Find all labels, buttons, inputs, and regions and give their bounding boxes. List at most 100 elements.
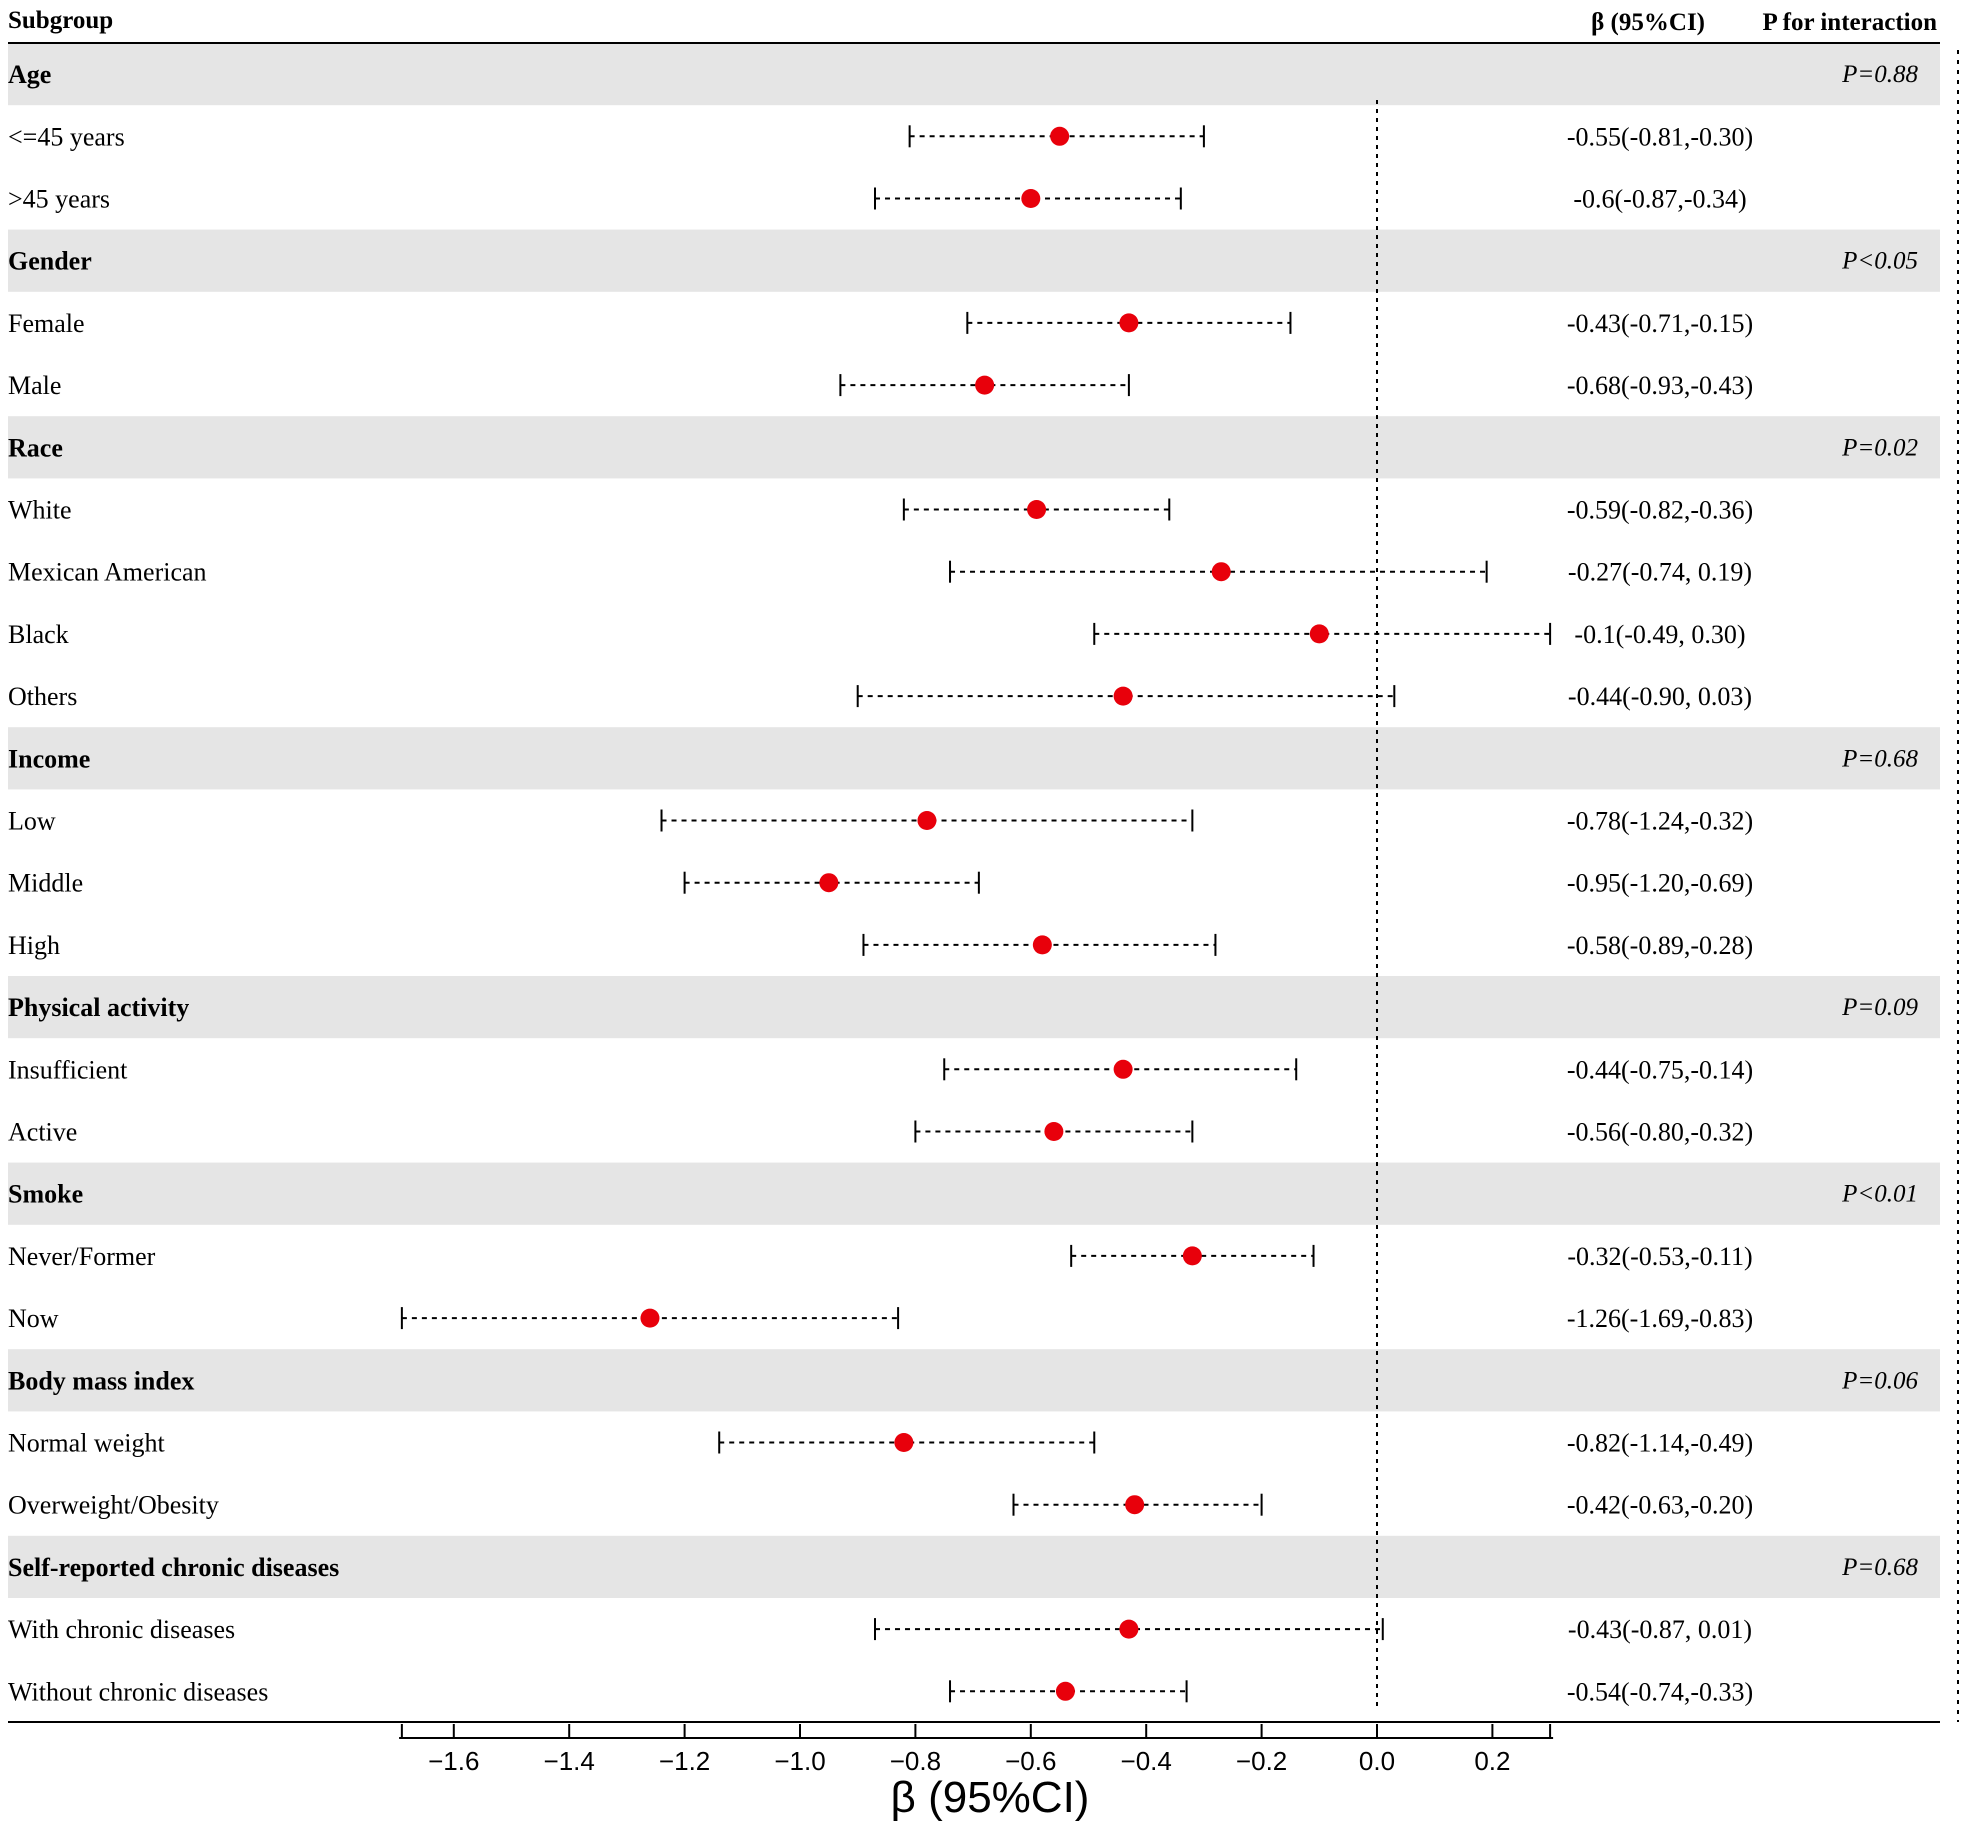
p-interaction-header: P for interaction: [1763, 9, 1938, 36]
group-label: Gender: [8, 247, 92, 276]
x-tick-label: 0.0: [1359, 1746, 1395, 1776]
subgroup-label: Female: [8, 309, 85, 338]
group-bands: [8, 43, 1940, 1598]
group-label: Smoke: [8, 1180, 83, 1209]
x-tick-label: −0.2: [1236, 1746, 1287, 1776]
x-tick-label: −1.4: [544, 1746, 595, 1776]
subgroup-label: Low: [8, 807, 56, 836]
subgroup-label: Black: [8, 620, 69, 649]
subgroup-label: Active: [8, 1118, 77, 1147]
beta-ci-text: -0.56(-0.80,-0.32): [1567, 1118, 1753, 1147]
subgroup-label: Male: [8, 371, 61, 400]
x-tick-label: −0.6: [1005, 1746, 1056, 1776]
subgroup-label: High: [8, 931, 60, 960]
point-estimate: [1055, 1681, 1075, 1701]
group-band: [8, 229, 1940, 292]
beta-ci-text: -0.54(-0.74,-0.33): [1567, 1677, 1753, 1706]
point-estimate: [975, 375, 995, 395]
subgroup-label: Without chronic diseases: [8, 1677, 268, 1706]
point-estimate: [1113, 686, 1133, 706]
group-band: [8, 1162, 1940, 1225]
rows: Age P=0.88 <=45 years -0.55(-0.81,-0.30) >45…: [8, 60, 1918, 1706]
group-label: Physical activity: [8, 993, 189, 1022]
point-estimate: [1032, 935, 1052, 955]
group-band: [8, 43, 1940, 106]
beta-header: β (95%CI): [1591, 9, 1705, 36]
beta-ci-text: -0.44(-0.90, 0.03): [1568, 682, 1752, 711]
p-interaction-value: P=0.68: [1841, 1554, 1918, 1581]
subgroup-label: Insufficient: [8, 1055, 128, 1084]
x-tick-label: −1.2: [659, 1746, 710, 1776]
x-tick-label: −1.6: [428, 1746, 479, 1776]
p-interaction-value: P=0.02: [1841, 434, 1918, 461]
beta-ci-text: -0.43(-0.71,-0.15): [1567, 309, 1753, 338]
subgroup-label: With chronic diseases: [8, 1615, 235, 1644]
point-estimate: [1113, 1059, 1133, 1079]
point-estimate: [1021, 189, 1041, 208]
point-estimate: [1211, 562, 1231, 582]
group-band: [8, 1535, 1940, 1598]
point-estimate: [917, 811, 937, 830]
p-interaction-value: P=0.06: [1841, 1367, 1918, 1394]
group-band: [8, 727, 1940, 790]
p-interaction-value: P<0.01: [1841, 1181, 1918, 1208]
x-axis: −1.6 −1.4 −1.2 −1.0 −0.8 −0.6 −0.4 −0.2 0.0 0.2: [399, 1724, 1554, 1776]
point-estimate: [819, 873, 839, 893]
beta-ci-text: -0.78(-1.24,-0.32): [1567, 807, 1753, 836]
beta-ci-text: -0.42(-0.63,-0.20): [1567, 1491, 1753, 1520]
beta-ci-text: -0.59(-0.82,-0.36): [1567, 496, 1753, 525]
point-estimate: [894, 1433, 914, 1452]
p-interaction-value: P=0.68: [1841, 745, 1918, 772]
x-tick-label: −1.0: [774, 1746, 825, 1776]
group-label: Age: [8, 60, 51, 89]
beta-ci-text: -0.43(-0.87, 0.01): [1568, 1615, 1752, 1644]
subgroup-label: Middle: [8, 869, 83, 898]
point-estimate: [1119, 1619, 1139, 1639]
subgroup-label: <=45 years: [8, 122, 125, 151]
p-interaction-value: P=0.09: [1841, 994, 1918, 1021]
beta-ci-text: -0.95(-1.20,-0.69): [1567, 869, 1753, 898]
group-band: [8, 416, 1940, 479]
point-estimate: [1050, 126, 1070, 146]
beta-ci-text: -0.6(-0.87,-0.34): [1573, 185, 1746, 214]
group-band: [8, 1349, 1940, 1412]
group-label: Body mass index: [8, 1366, 194, 1395]
beta-ci-text: -0.32(-0.53,-0.11): [1567, 1242, 1752, 1271]
point-estimate: [1125, 1495, 1145, 1515]
subgroup-label: Mexican American: [8, 558, 207, 587]
x-tick-label: −0.8: [890, 1746, 941, 1776]
marks: [400, 125, 1552, 1703]
subgroup-label: Normal weight: [8, 1429, 165, 1458]
subgroup-label: Now: [8, 1304, 59, 1333]
subgroup-label: Overweight/Obesity: [8, 1491, 219, 1520]
subgroup-label: White: [8, 496, 72, 525]
subgroup-label: Never/Former: [8, 1242, 156, 1271]
subgroup-label: Others: [8, 682, 77, 711]
group-label: Race: [8, 433, 63, 462]
beta-ci-text: -0.27(-0.74, 0.19): [1568, 558, 1752, 587]
p-interaction-value: P<0.05: [1841, 248, 1918, 275]
subgroup-label: >45 years: [8, 185, 110, 214]
beta-ci-text: -0.55(-0.81,-0.30): [1567, 122, 1753, 151]
x-tick-label: 0.2: [1474, 1746, 1510, 1776]
group-label: Income: [8, 744, 90, 773]
point-estimate: [1119, 313, 1139, 333]
beta-ci-text: -0.58(-0.89,-0.28): [1567, 931, 1753, 960]
beta-ci-text: -0.1(-0.49, 0.30): [1574, 620, 1745, 649]
point-estimate: [1027, 500, 1047, 519]
beta-ci-text: -0.82(-1.14,-0.49): [1567, 1429, 1753, 1458]
beta-ci-text: -0.44(-0.75,-0.14): [1567, 1055, 1753, 1084]
x-tick-label: −0.4: [1121, 1746, 1172, 1776]
point-estimate: [1044, 1122, 1064, 1141]
group-band: [8, 976, 1940, 1039]
beta-ci-text: -0.68(-0.93,-0.43): [1567, 371, 1753, 400]
p-interaction-value: P=0.88: [1841, 61, 1918, 88]
point-estimate: [640, 1308, 660, 1328]
point-estimate: [1182, 1246, 1202, 1266]
point-estimate: [1309, 624, 1329, 644]
beta-ci-text: -1.26(-1.69,-0.83): [1567, 1304, 1753, 1333]
group-label: Self-reported chronic diseases: [8, 1553, 339, 1582]
subgroup-header: Subgroup: [8, 7, 113, 34]
x-axis-label: β (95%CI): [891, 1773, 1090, 1822]
